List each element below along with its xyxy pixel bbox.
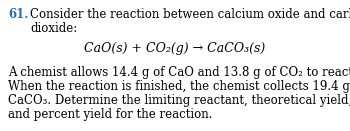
Text: and percent yield for the reaction.: and percent yield for the reaction. xyxy=(8,108,212,121)
Text: CaO(s) + CO₂(g) → CaCO₃(s): CaO(s) + CO₂(g) → CaCO₃(s) xyxy=(84,42,266,55)
Text: 61.: 61. xyxy=(8,8,28,21)
Text: Consider the reaction between calcium oxide and carbon: Consider the reaction between calcium ox… xyxy=(30,8,350,21)
Text: A chemist allows 14.4 g of CaO and 13.8 g of CO₂ to react.: A chemist allows 14.4 g of CaO and 13.8 … xyxy=(8,66,350,79)
Text: CaCO₃. Determine the limiting reactant, theoretical yield,: CaCO₃. Determine the limiting reactant, … xyxy=(8,94,350,107)
Text: dioxide:: dioxide: xyxy=(30,22,77,35)
Text: When the reaction is finished, the chemist collects 19.4 g of: When the reaction is finished, the chemi… xyxy=(8,80,350,93)
